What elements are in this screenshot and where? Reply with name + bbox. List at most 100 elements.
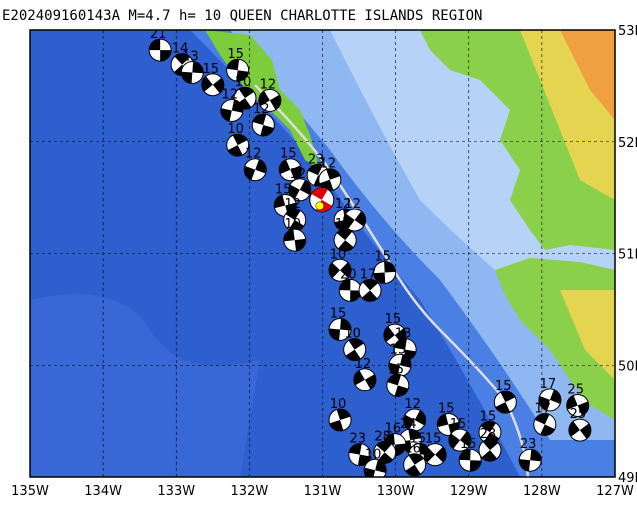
- compression-quadrant: [311, 187, 328, 200]
- compression-quadrant: [495, 402, 511, 414]
- compression-quadrant: [459, 431, 471, 447]
- compression-quadrant: [357, 454, 371, 466]
- beachball: [283, 208, 307, 232]
- depth-label: 12: [335, 197, 352, 212]
- compression-quadrant: [481, 450, 498, 462]
- lat-label: 51N: [618, 248, 637, 263]
- depth-label: 10: [227, 122, 244, 137]
- compression-quadrant: [435, 446, 447, 463]
- beachball: [538, 388, 562, 412]
- compression-quadrant: [283, 229, 295, 242]
- beachball: [363, 458, 387, 477]
- compression-quadrant: [361, 290, 378, 302]
- depth-label: 21: [150, 27, 167, 42]
- compression-quadrant: [329, 420, 344, 432]
- depth-label: 10: [330, 397, 347, 412]
- epicenter-star: [315, 201, 325, 211]
- beachball: [343, 338, 367, 362]
- compression-quadrant: [348, 443, 362, 455]
- beachball: [283, 228, 307, 252]
- beachball: [458, 448, 482, 472]
- compression-quadrant: [160, 50, 172, 62]
- lon-label: 134W: [84, 484, 122, 499]
- compression-quadrant: [227, 145, 243, 157]
- beachball: [423, 443, 447, 467]
- compression-quadrant: [387, 374, 402, 386]
- lat-label: 49N: [618, 471, 637, 486]
- lat-label: 50N: [618, 359, 637, 374]
- compression-quadrant: [577, 401, 589, 416]
- compression-quadrant: [364, 374, 376, 390]
- depth-label: 23: [480, 427, 497, 442]
- depth-label: 23: [520, 437, 537, 452]
- depth-label: 15: [330, 306, 347, 321]
- compression-quadrant: [212, 77, 224, 94]
- compression-quadrant: [238, 87, 254, 99]
- compression-quadrant: [568, 421, 580, 437]
- depth-label: 15: [227, 47, 244, 62]
- compression-quadrant: [549, 389, 561, 404]
- depth-label: 15: [374, 249, 391, 264]
- compression-quadrant: [519, 459, 531, 472]
- compression-quadrant: [340, 318, 352, 331]
- compression-quadrant: [326, 168, 341, 180]
- beachball: [243, 158, 267, 182]
- depth-label: 13: [395, 327, 412, 342]
- depth-label: 12: [284, 197, 301, 212]
- compression-quadrant: [260, 124, 274, 136]
- lon-label: 135W: [11, 484, 49, 499]
- compression-quadrant: [329, 328, 341, 341]
- compression-quadrant: [244, 165, 256, 181]
- compression-quadrant: [252, 113, 267, 125]
- depth-label: 17: [535, 401, 552, 416]
- compression-quadrant: [364, 467, 376, 477]
- depth-label: 15: [280, 147, 297, 162]
- compression-quadrant: [414, 410, 426, 426]
- lon-label: 129W: [450, 484, 488, 499]
- compression-quadrant: [269, 94, 281, 110]
- compression-quadrant: [294, 238, 306, 252]
- beachball: [318, 168, 342, 192]
- depth-label: 10: [235, 75, 252, 90]
- compression-quadrant: [345, 349, 361, 361]
- lon-label: 132W: [231, 484, 269, 499]
- compression-quadrant: [255, 159, 267, 174]
- depth-label: 24: [400, 417, 417, 432]
- compression-quadrant: [336, 409, 351, 421]
- compression-quadrant: [437, 413, 449, 428]
- compression-quadrant: [408, 453, 424, 465]
- compression-quadrant: [285, 208, 301, 220]
- compression-quadrant: [338, 240, 354, 252]
- compression-quadrant: [348, 338, 364, 350]
- compression-quadrant: [236, 70, 249, 82]
- depth-label: 10: [284, 217, 301, 232]
- beachball: [338, 278, 362, 302]
- depth-label: 15: [425, 432, 442, 447]
- depth-label: 25: [570, 407, 587, 422]
- compression-quadrant: [226, 59, 240, 71]
- compression-quadrant: [231, 99, 243, 113]
- depth-label: 15: [203, 62, 220, 77]
- compression-quadrant: [181, 71, 193, 84]
- compression-quadrant: [482, 439, 499, 451]
- compression-quadrant: [373, 272, 386, 284]
- beachball: [388, 353, 412, 377]
- depth-label: 12: [320, 157, 337, 172]
- depth-label: 12: [222, 87, 239, 102]
- compression-quadrant: [299, 180, 311, 195]
- depth-label: 13: [182, 49, 199, 64]
- map-frame: [29, 29, 616, 478]
- compression-quadrant: [279, 159, 291, 174]
- beachball: [353, 368, 377, 392]
- depth-label: 15: [450, 417, 467, 432]
- compression-quadrant: [540, 424, 555, 436]
- compression-quadrant: [339, 279, 351, 291]
- depth-label: 16: [385, 422, 402, 437]
- compression-quadrant: [566, 395, 578, 410]
- compression-quadrant: [403, 414, 415, 430]
- depth-label: 10: [365, 447, 382, 462]
- compression-quadrant: [201, 76, 213, 92]
- beachball: [403, 453, 427, 477]
- compression-quadrant: [353, 370, 365, 386]
